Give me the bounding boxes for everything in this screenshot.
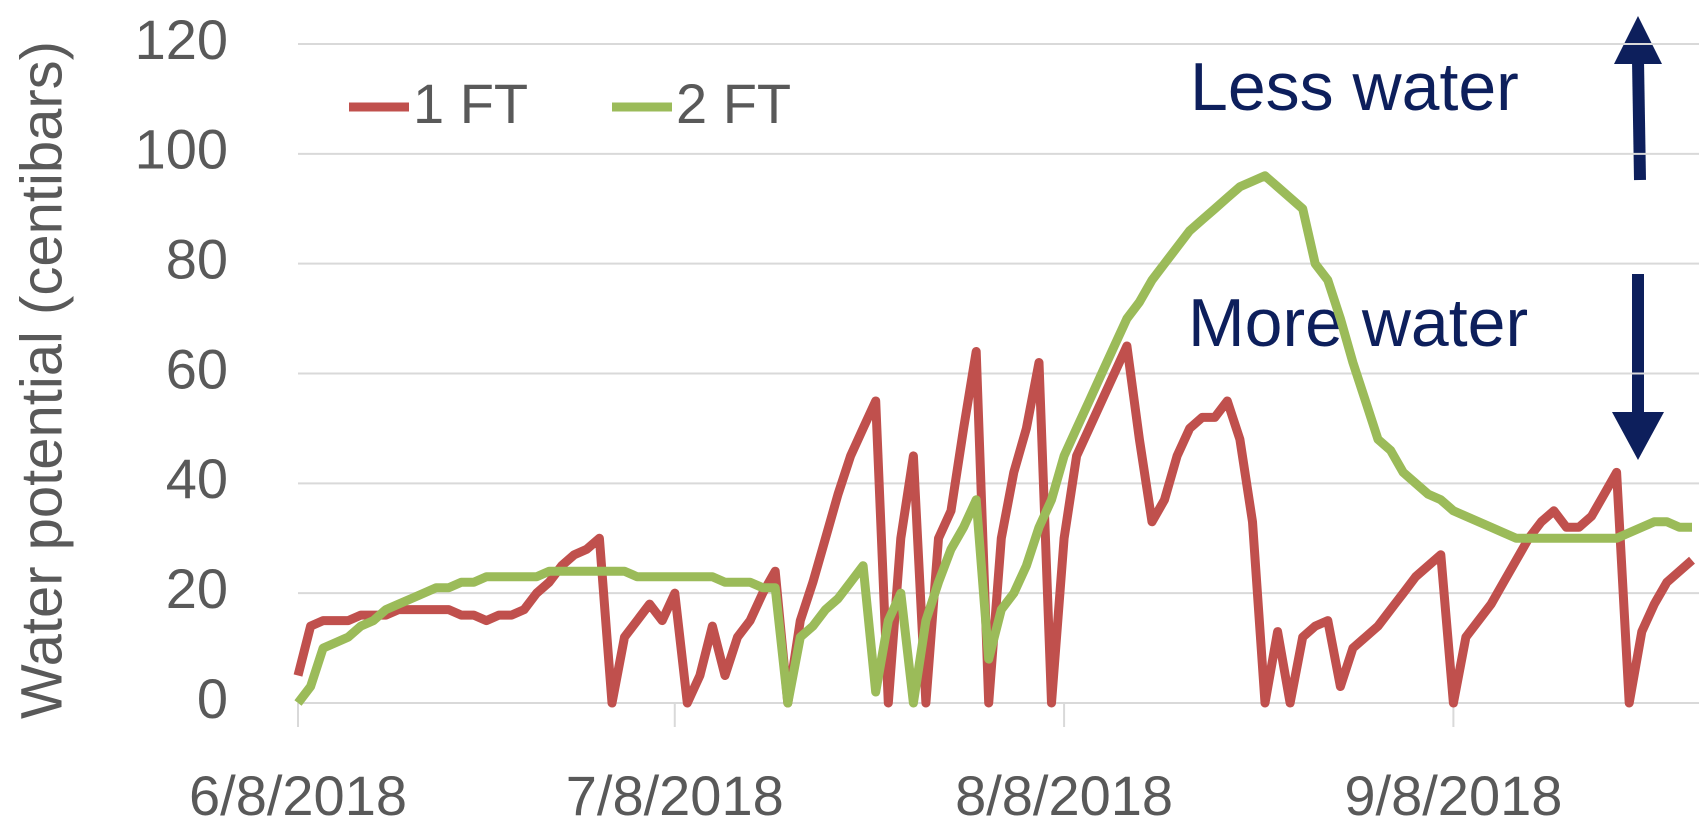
arrow-up-head xyxy=(1614,16,1662,64)
x-tick-label: 6/8/2018 xyxy=(189,764,407,827)
x-tick-label: 9/8/2018 xyxy=(1344,764,1562,827)
annotation: Less water xyxy=(1190,49,1519,125)
y-axis-label: Water potential (centibars) xyxy=(9,41,74,719)
legend-label: 1 FT xyxy=(413,72,528,135)
x-tick-label: 8/8/2018 xyxy=(955,764,1173,827)
series-line xyxy=(294,171,1692,708)
annotation: More water xyxy=(1188,285,1528,361)
y-tick-label: 0 xyxy=(197,667,228,730)
arrow-up xyxy=(1632,59,1646,181)
y-tick-label: 80 xyxy=(166,227,228,290)
arrow-down-head xyxy=(1612,412,1664,460)
y-tick-label: 100 xyxy=(135,118,228,181)
y-tick-label: 60 xyxy=(166,337,228,400)
x-tick-label: 7/8/2018 xyxy=(566,764,784,827)
y-tick-label: 40 xyxy=(166,447,228,510)
y-tick-label: 20 xyxy=(166,557,228,620)
y-tick-label: 120 xyxy=(135,8,228,71)
legend-label: 2 FT xyxy=(676,72,791,135)
